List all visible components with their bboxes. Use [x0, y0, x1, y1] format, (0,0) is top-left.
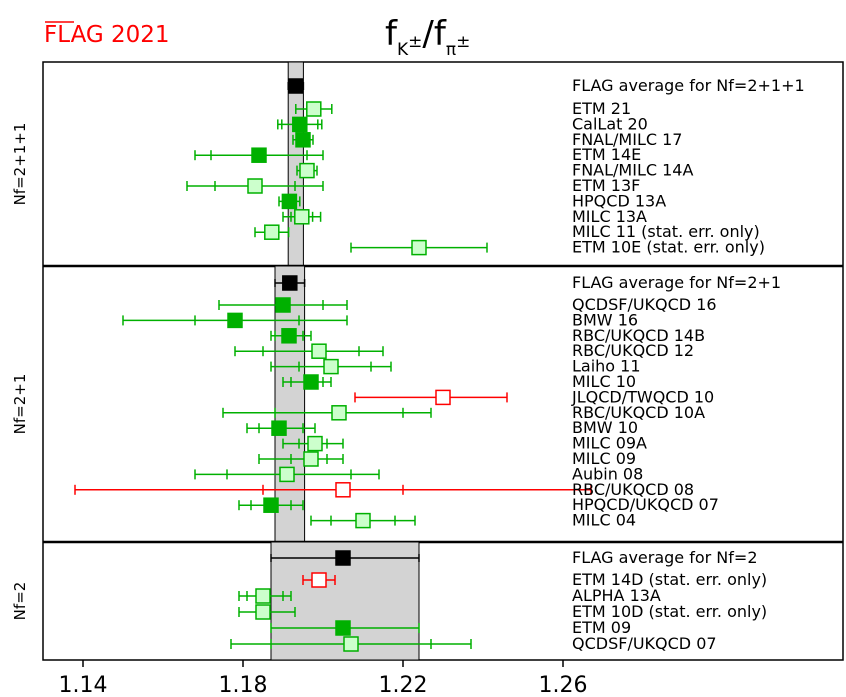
entry-marker: [331, 405, 347, 421]
entry-marker: [292, 116, 308, 133]
entry-label: FNAL/MILC 14A: [572, 161, 693, 180]
entry-marker: [255, 604, 271, 620]
entry-label: MILC 10: [572, 372, 636, 391]
entry-marker: [355, 512, 371, 529]
entry-label: MILC 04: [572, 511, 636, 530]
plot-frame: [42, 61, 844, 661]
average-marker: [282, 275, 298, 291]
x-tick-label: 1.22: [379, 673, 428, 697]
entry-marker: [323, 358, 339, 375]
x-tick-label: 1.14: [59, 673, 108, 697]
entry-marker: [227, 312, 243, 329]
entry-label: RBC/UKQCD 14B: [572, 326, 705, 345]
entry-label: RBC/UKQCD 10A: [572, 403, 705, 422]
entry-label: Laiho 11: [572, 357, 641, 376]
entry-marker: [251, 147, 267, 163]
entry-marker: [335, 482, 351, 498]
entry-marker: [435, 389, 451, 406]
entry-label: ALPHA 13A: [572, 586, 661, 605]
entry-label: ETM 10E (stat. err. only): [572, 238, 765, 257]
panel-label: Nf=2: [11, 582, 29, 621]
entry-marker: [303, 374, 319, 390]
entry-label: ETM 14D (stat. err. only): [572, 570, 767, 589]
entry-marker: [294, 209, 310, 225]
panel-label: Nf=2+1: [11, 374, 29, 435]
x-tick-label: 1.18: [219, 673, 268, 697]
entry-label: QCDSF/UKQCD 16: [572, 295, 717, 314]
chart-title: fK±/fπ±: [385, 14, 470, 60]
entry-marker: [343, 636, 359, 652]
entry-marker: [279, 466, 295, 483]
entry-label: BMW 10: [572, 418, 638, 437]
panel-label: Nf=2+1+1: [11, 123, 29, 206]
entry-label: ETM 14E: [572, 145, 641, 164]
entry-label: MILC 11 (stat. err. only): [572, 222, 760, 241]
average-label: FLAG average for Nf=2+1+1: [572, 76, 805, 95]
entry-label: MILC 09A: [572, 434, 647, 453]
entry-label: MILC 09: [572, 449, 636, 468]
entry-marker: [281, 193, 298, 210]
entry-marker: [281, 328, 297, 344]
entry-label: FNAL/MILC 17: [572, 130, 682, 149]
average-label: FLAG average for Nf=2: [572, 548, 758, 567]
entry-marker: [275, 297, 291, 313]
entry-marker: [311, 343, 327, 359]
entry-label: BMW 16: [572, 310, 638, 329]
average-marker: [335, 550, 351, 566]
entry-label: HPQCD 13A: [572, 191, 666, 210]
plot-area: Nf=2+1+1 FLAG average for Nf=2+1+1 ETM 21C…: [11, 61, 844, 697]
entry-marker: [263, 497, 279, 513]
entry-label: ETM 21: [572, 99, 631, 118]
entry-label: ETM 10D (stat. err. only): [572, 602, 767, 621]
entry-marker: [306, 101, 322, 117]
entry-marker: [411, 239, 427, 256]
entry-label: ETM 13F: [572, 176, 640, 195]
entry-label: ETM 09: [572, 618, 631, 637]
flag-logo: FLAG 2021: [44, 22, 170, 48]
entry-marker: [303, 451, 319, 467]
entry-marker: [247, 178, 263, 194]
x-tick-label: 1.26: [539, 673, 588, 697]
entry-marker: [255, 588, 271, 604]
entry-label: JLQCD/TWQCD 10: [571, 387, 714, 406]
entry-marker: [295, 132, 311, 148]
entry-label: RBC/UKQCD 12: [572, 341, 694, 360]
entry-label: Aubin 08: [572, 464, 643, 483]
entry-marker: [335, 620, 351, 636]
entry-label: QCDSF/UKQCD 07: [572, 634, 717, 653]
entry-marker: [271, 420, 287, 436]
average-label: FLAG average for Nf=2+1: [572, 273, 781, 292]
average-marker: [288, 78, 304, 94]
entry-label: MILC 13A: [572, 207, 647, 226]
entry-label: RBC/UKQCD 08: [572, 480, 694, 499]
entry-label: HPQCD/UKQCD 07: [572, 495, 719, 514]
entry-label: CalLat 20: [572, 114, 648, 133]
entry-marker: [311, 572, 327, 588]
entry-marker: [307, 435, 323, 452]
entry-marker: [299, 162, 315, 179]
entry-marker: [264, 224, 280, 240]
